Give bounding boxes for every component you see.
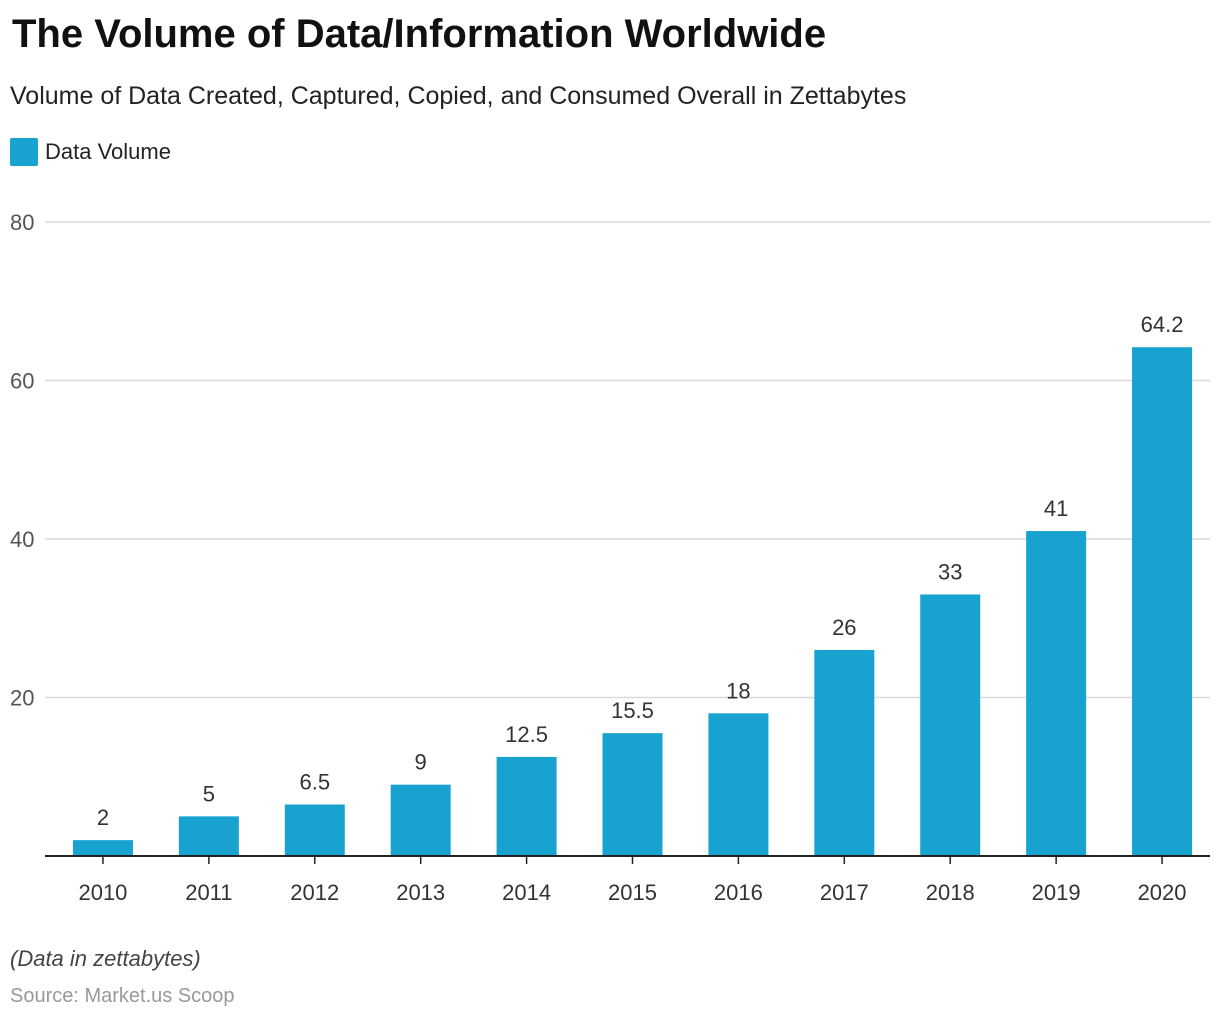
x-tick-label: 2011	[185, 880, 232, 905]
chart-title: The Volume of Data/Information Worldwide	[12, 12, 827, 56]
x-tick-label: 2017	[820, 880, 869, 905]
source-credit: Source: Market.us Scoop	[10, 985, 235, 1007]
data-label: 64.2	[1141, 312, 1184, 337]
y-tick-label: 40	[10, 527, 34, 552]
x-tick-label: 2014	[502, 880, 551, 905]
data-label: 2	[97, 805, 109, 830]
bar	[496, 756, 557, 856]
y-tick-label: 80	[10, 210, 34, 235]
bar	[390, 784, 451, 856]
y-axis-ticks: 20 40 60 80	[10, 210, 34, 711]
data-label: 41	[1044, 496, 1068, 521]
x-tick-label: 2018	[926, 880, 975, 905]
bar	[814, 649, 875, 856]
legend-swatch	[10, 138, 38, 166]
bar	[708, 713, 769, 856]
grid-lines	[45, 221, 1210, 699]
bar	[1026, 531, 1087, 856]
bar	[1132, 347, 1193, 856]
legend-label: Data Volume	[45, 139, 171, 164]
x-tick-label: 2020	[1138, 880, 1187, 905]
data-label: 18	[726, 678, 750, 703]
data-unit-note: (Data in zettabytes)	[10, 946, 201, 971]
x-tick-label: 2010	[78, 880, 127, 905]
x-axis: 2010 2011 2012 2013 2014 2015 2016 2017 2018 2019…	[45, 855, 1210, 905]
data-label: 12.5	[505, 722, 548, 747]
x-tick-label: 2016	[714, 880, 763, 905]
data-label: 15.5	[611, 698, 654, 723]
bars	[72, 347, 1193, 856]
legend: Data Volume	[10, 138, 171, 166]
bar	[920, 594, 981, 856]
chart-subtitle: Volume of Data Created, Captured, Copied…	[10, 82, 907, 110]
y-tick-label: 20	[10, 686, 34, 711]
data-label: 33	[938, 559, 962, 584]
x-tick-label: 2019	[1032, 880, 1081, 905]
data-label: 9	[415, 750, 427, 775]
bar	[602, 733, 663, 856]
x-tick-label: 2015	[608, 880, 657, 905]
bar	[72, 840, 133, 856]
x-tick-label: 2012	[290, 880, 339, 905]
bar	[178, 816, 239, 856]
data-label: 6.5	[299, 769, 330, 794]
data-label: 5	[203, 781, 215, 806]
bar-chart: 20 40 60 80 2 5 6.5 9 12.5 15.5 18 26 33 41 64.2 2010…	[10, 210, 1210, 905]
y-tick-label: 60	[10, 369, 34, 394]
data-label: 26	[832, 615, 856, 640]
x-tick-label: 2013	[396, 880, 445, 905]
data-labels: 2 5 6.5 9 12.5 15.5 18 26 33 41 64.2	[97, 312, 1184, 830]
bar	[284, 804, 345, 856]
